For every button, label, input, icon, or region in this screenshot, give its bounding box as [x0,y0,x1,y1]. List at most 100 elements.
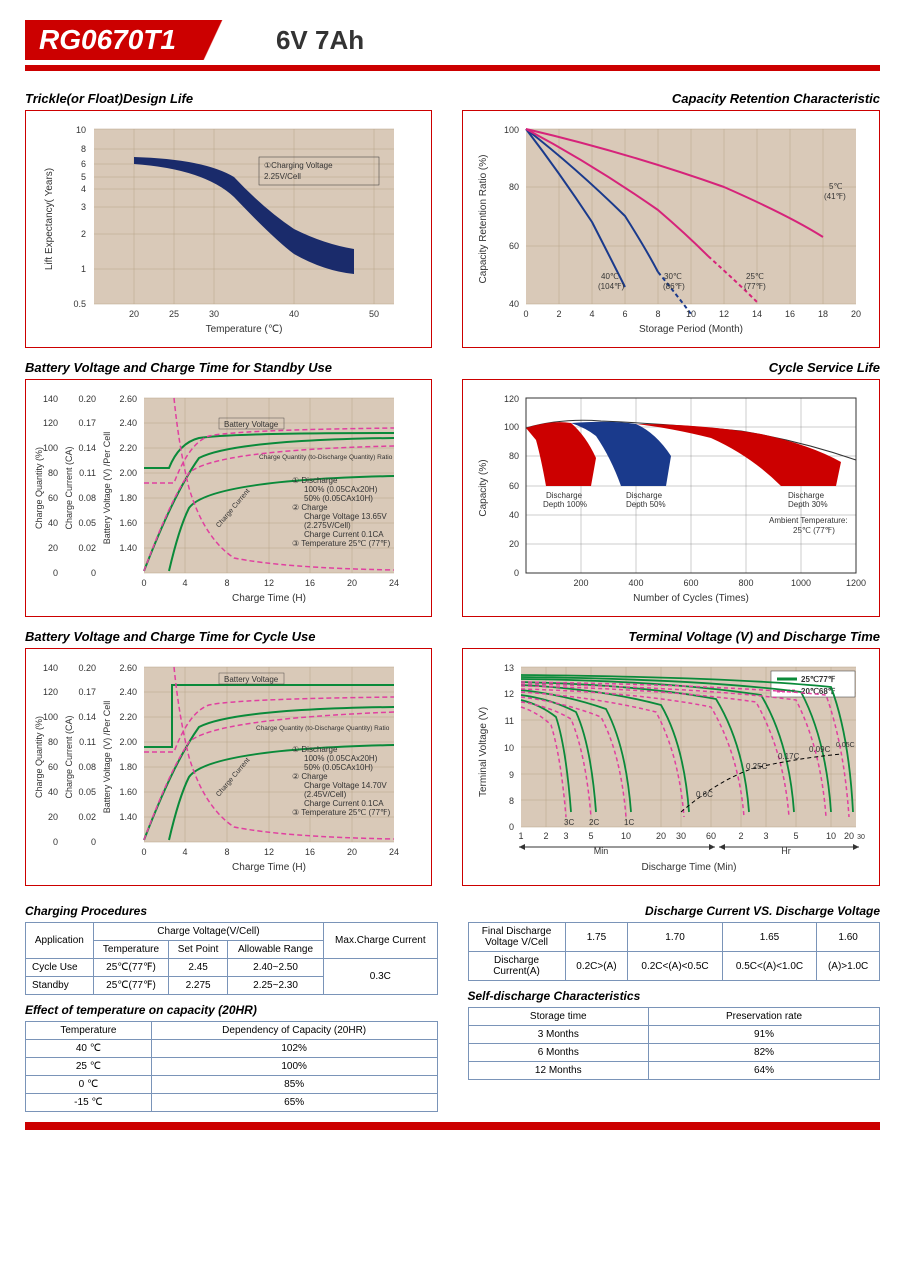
svg-text:12: 12 [264,578,274,588]
svg-text:60: 60 [509,241,519,251]
svg-text:100: 100 [43,712,58,722]
svg-text:14: 14 [752,309,762,319]
self-discharge-table: Storage timePreservation rate 3 Months91… [468,1007,881,1080]
retention-label-25: 25℃ [746,272,764,281]
svg-text:Charge Voltage 14.70V: Charge Voltage 14.70V [304,781,387,790]
svg-text:12: 12 [504,689,514,699]
svg-text:Charge Voltage 13.65V: Charge Voltage 13.65V [304,512,387,521]
svg-text:3: 3 [763,831,768,841]
svg-text:0.17: 0.17 [78,418,96,428]
svg-text:Charge Quantity (to-Discharge: Charge Quantity (to-Discharge Quantity) … [259,454,393,461]
svg-text:2.60: 2.60 [119,394,137,404]
svg-text:(77℉): (77℉) [744,282,766,291]
svg-text:100% (0.05CAx20H): 100% (0.05CAx20H) [304,485,378,494]
svg-text:120: 120 [43,418,58,428]
svg-text:0.08: 0.08 [78,493,96,503]
svg-text:② Charge: ② Charge [292,503,328,512]
svg-text:20: 20 [48,812,58,822]
svg-text:20: 20 [347,578,357,588]
table-row: Discharge Current(A) 0.2C>(A) 0.2C<(A)<0… [468,952,880,981]
svg-text:1C: 1C [624,818,634,827]
svg-text:Discharge: Discharge [546,491,583,500]
svg-text:Storage Period (Month): Storage Period (Month) [639,324,743,335]
retention-section: Capacity Retention Characteristic [462,91,880,348]
temp-effect-table: TemperatureDependency of Capacity (20HR)… [25,1021,438,1112]
svg-text:20: 20 [509,539,519,549]
svg-text:6: 6 [81,159,86,169]
svg-text:0.17C: 0.17C [778,752,800,761]
svg-text:8: 8 [655,309,660,319]
svg-text:4: 4 [182,847,187,857]
svg-text:100: 100 [504,125,519,135]
svg-text:140: 140 [43,394,58,404]
cycle-life-title: Cycle Service Life [462,360,880,375]
svg-text:0.02: 0.02 [78,543,96,553]
svg-text:0: 0 [523,309,528,319]
svg-text:800: 800 [738,578,753,588]
svg-text:Capacity (%): Capacity (%) [478,459,489,516]
svg-text:Charge Current 0.1CA: Charge Current 0.1CA [304,799,384,808]
retention-label-30: 30℃ [664,272,682,281]
svg-text:0: 0 [509,822,514,832]
table-row: 3 Months91% [468,1026,880,1044]
table-row: Final Discharge Voltage V/Cell 1.75 1.70… [468,923,880,952]
svg-text:0.05: 0.05 [78,787,96,797]
svg-text:2: 2 [81,229,86,239]
trickle-title: Trickle(or Float)Design Life [25,91,432,106]
svg-text:Charge Current (CA): Charge Current (CA) [64,446,74,529]
retention-title: Capacity Retention Characteristic [462,91,880,106]
svg-text:0.14: 0.14 [78,443,96,453]
svg-text:16: 16 [305,578,315,588]
svg-text:(41℉): (41℉) [824,192,846,201]
table-row: Cycle Use 25℃(77℉) 2.45 2.40~2.50 0.3C [26,959,438,977]
svg-text:3: 3 [81,202,86,212]
svg-text:2.00: 2.00 [119,737,137,747]
svg-text:120: 120 [43,687,58,697]
svg-text:100% (0.05CAx20H): 100% (0.05CAx20H) [304,754,378,763]
svg-text:1.60: 1.60 [119,518,137,528]
svg-text:Discharge Time (Min): Discharge Time (Min) [641,862,736,873]
svg-text:0.11: 0.11 [79,737,96,747]
svg-text:(86℉): (86℉) [663,282,685,291]
svg-text:Charge Current 0.1CA: Charge Current 0.1CA [304,530,384,539]
svg-text:② Charge: ② Charge [292,772,328,781]
svg-text:2.40: 2.40 [119,418,137,428]
standby-section: Battery Voltage and Charge Time for Stan… [25,360,432,617]
cycle-charge-title: Battery Voltage and Charge Time for Cycl… [25,629,432,644]
svg-text:Charge Time (H): Charge Time (H) [232,593,306,604]
svg-text:1: 1 [518,831,523,841]
svg-text:60: 60 [48,493,58,503]
trickle-note1: ①Charging Voltage [264,161,333,170]
svg-text:0: 0 [141,847,146,857]
svg-text:50% (0.05CAx10H): 50% (0.05CAx10H) [304,763,373,772]
svg-text:30: 30 [857,834,865,841]
svg-text:2.00: 2.00 [119,468,137,478]
svg-text:9: 9 [509,770,514,780]
svg-text:5: 5 [793,831,798,841]
svg-text:8: 8 [224,847,229,857]
svg-text:0: 0 [141,578,146,588]
svg-text:40: 40 [289,309,299,319]
svg-text:3C: 3C [564,818,574,827]
trickle-section: Trickle(or Float)Design Life ①Ch [25,91,432,348]
svg-text:2: 2 [543,831,548,841]
svg-text:12: 12 [719,309,729,319]
svg-text:Discharge: Discharge [788,491,825,500]
svg-text:16: 16 [305,847,315,857]
svg-text:Battery Voltage (V) /Per Cell: Battery Voltage (V) /Per Cell [102,432,112,545]
charging-proc-table: Application Charge Voltage(V/Cell) Max.C… [25,922,438,995]
svg-text:80: 80 [509,182,519,192]
svg-text:4: 4 [589,309,594,319]
svg-text:Charge Quantity (%): Charge Quantity (%) [34,447,44,529]
svg-text:Capacity Retention Ratio (%): Capacity Retention Ratio (%) [478,155,489,284]
svg-text:6: 6 [622,309,627,319]
svg-text:13: 13 [504,663,514,673]
svg-text:8: 8 [509,796,514,806]
svg-text:5: 5 [81,172,86,182]
svg-text:③ Temperature 25℃ (77℉): ③ Temperature 25℃ (77℉) [292,808,391,817]
retention-label-5: 5℃ [829,182,842,191]
svg-text:2.60: 2.60 [119,663,137,673]
svg-text:Ambient Temperature:: Ambient Temperature: [769,516,848,525]
table-row: 40 ℃102% [26,1040,438,1058]
svg-text:1.80: 1.80 [119,762,137,772]
